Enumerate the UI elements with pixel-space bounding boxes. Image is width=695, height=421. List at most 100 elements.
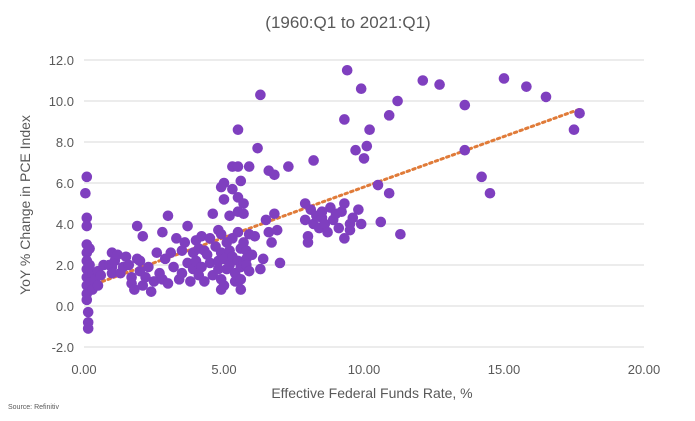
data-point [84, 259, 95, 271]
data-point [540, 91, 552, 103]
data-point [252, 142, 263, 154]
data-point [355, 218, 367, 230]
data-point [476, 171, 487, 183]
data-point [162, 210, 174, 222]
data-point [266, 237, 277, 248]
data-point [182, 220, 193, 232]
data-point [322, 226, 333, 238]
data-point [243, 265, 255, 277]
data-point [498, 73, 510, 84]
data-point [224, 259, 235, 271]
data-point [235, 175, 247, 187]
data-point [319, 218, 331, 230]
data-point [574, 108, 585, 119]
data-point [274, 257, 286, 269]
data-point [350, 144, 361, 156]
data-point [168, 261, 179, 273]
data-point [336, 206, 347, 217]
data-point [299, 214, 311, 226]
data-point [201, 249, 213, 261]
data-point [238, 198, 249, 209]
data-point [383, 110, 395, 121]
y-tick-label: 10.0 [49, 94, 74, 109]
gridlines [84, 59, 644, 348]
data-point [81, 294, 93, 306]
data-point [112, 249, 123, 261]
data-point [81, 220, 93, 232]
trendline-path [83, 107, 582, 290]
data-point [218, 194, 230, 205]
data-point [196, 231, 207, 242]
data-point [199, 276, 210, 287]
data-point [157, 226, 168, 238]
data-point [95, 269, 107, 281]
data-point [171, 233, 182, 244]
data-point [255, 89, 266, 101]
data-point [308, 155, 319, 166]
y-tick-label: 6.0 [56, 176, 74, 191]
data-point [204, 233, 216, 244]
data-point [224, 210, 235, 222]
data-point [176, 245, 188, 256]
y-axis-ticks: -2.0 0.0 2.0 4.0 6.0 8.0 10.0 12.0 [49, 53, 74, 355]
y-tick-label: 8.0 [56, 135, 74, 150]
data-point [283, 161, 294, 172]
data-point [243, 161, 255, 172]
data-point [339, 198, 350, 209]
data-point [341, 64, 353, 76]
x-axis-label: Effective Federal Funds Rate, % [271, 385, 472, 401]
data-point [333, 222, 345, 234]
data-point [204, 257, 216, 269]
data-point [434, 79, 445, 90]
data-point [137, 280, 149, 291]
source-note: Source: Refinitiv [8, 404, 59, 411]
data-point [246, 249, 258, 261]
data-point [106, 267, 118, 279]
data-point [92, 280, 104, 291]
data-point [179, 237, 191, 248]
data-point [417, 75, 429, 86]
data-point [232, 161, 244, 172]
data-point [84, 243, 95, 254]
y-axis-label: YoY % Change in PCE Index [17, 115, 33, 295]
data-point [271, 224, 283, 236]
data-point [81, 171, 93, 183]
chart-subtitle: (1960:Q1 to 2021:Q1) [265, 13, 430, 32]
data-point [129, 284, 140, 295]
data-point [185, 276, 196, 287]
data-point [353, 204, 364, 215]
data-point [232, 226, 244, 238]
data-point [215, 228, 227, 240]
data-point [235, 284, 247, 295]
data-point [484, 187, 496, 199]
data-point [218, 280, 230, 291]
data-point [235, 274, 247, 285]
data-point [238, 208, 249, 220]
data-point [148, 276, 160, 287]
data-point [165, 247, 177, 258]
data-point [358, 153, 370, 164]
data-point [140, 272, 151, 283]
data-point [372, 179, 384, 191]
data-point [249, 231, 261, 242]
data-points [80, 64, 585, 334]
data-point [137, 231, 149, 242]
data-point [521, 81, 532, 92]
y-tick-label: 0.0 [56, 299, 74, 314]
data-point [392, 95, 403, 107]
x-tick-label: 5.00 [211, 362, 236, 377]
data-point [82, 323, 94, 334]
data-point [257, 253, 269, 265]
y-tick-label: -2.0 [52, 340, 74, 355]
x-tick-label: 20.00 [628, 362, 661, 377]
data-point [269, 208, 280, 220]
data-point [255, 263, 266, 275]
data-point [131, 220, 143, 232]
data-point [383, 187, 395, 199]
data-point [215, 181, 227, 193]
data-point [213, 263, 224, 275]
data-point [302, 237, 314, 248]
data-point [364, 124, 375, 135]
data-point [344, 224, 356, 236]
